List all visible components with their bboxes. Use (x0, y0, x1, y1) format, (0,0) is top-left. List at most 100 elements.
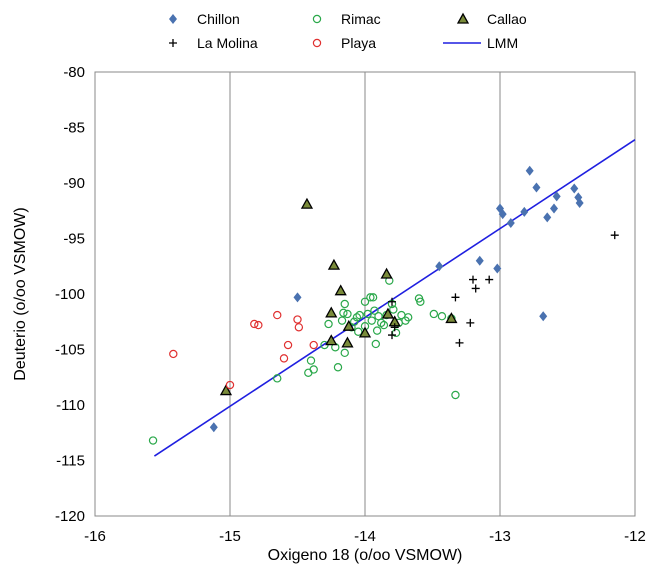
point-rimac (354, 327, 363, 336)
point-callao (219, 384, 233, 396)
point-playa (225, 380, 235, 390)
point-playa (254, 320, 263, 330)
point-chillon (498, 209, 507, 220)
y-tick-label: -100 (55, 286, 85, 303)
point-rimac (148, 436, 158, 445)
point-la-molina (390, 323, 399, 332)
point-callao (325, 306, 338, 318)
data-points-layer (148, 165, 619, 445)
point-callao (341, 336, 354, 348)
point-chillon (506, 217, 515, 228)
point-rimac (370, 306, 379, 315)
point-callao (334, 284, 347, 296)
y-tick-label: -90 (63, 175, 85, 192)
point-rimac (273, 374, 282, 383)
point-rimac (324, 319, 333, 329)
legend-label-playa: Playa (341, 35, 376, 51)
legend-label-la-molina: La Molina (197, 35, 258, 51)
point-la-molina (610, 231, 619, 240)
point-rimac (339, 308, 348, 318)
point-rimac (379, 320, 389, 330)
point-chillon (552, 191, 561, 202)
y-tick-labels: -80 -85 -90 -95 -100 -105 -110 -115 -120 (55, 64, 85, 525)
legend-marker-la-molina (169, 39, 177, 47)
point-chillon (475, 255, 484, 266)
point-rimac (355, 310, 364, 320)
point-rimac (337, 316, 347, 325)
point-rimac (306, 356, 316, 365)
point-rimac (304, 368, 313, 378)
point-chillon (550, 203, 558, 214)
point-callao (380, 267, 393, 279)
point-playa (283, 340, 293, 350)
point-rimac (343, 309, 352, 319)
x-tick-label: -16 (84, 528, 106, 545)
point-playa (309, 340, 318, 350)
point-playa (169, 349, 178, 359)
point-rimac (371, 339, 380, 349)
regression-line-layer (153, 139, 636, 457)
x-tick-label: -13 (489, 528, 511, 545)
point-playa (250, 319, 259, 329)
point-rimac (309, 365, 318, 374)
y-tick-label: -110 (56, 397, 85, 414)
point-rimac (360, 297, 370, 306)
y-tick-label: -80 (63, 64, 85, 81)
point-rimac (451, 390, 460, 400)
point-la-molina (455, 338, 464, 347)
legend-label-callao: Callao (487, 11, 527, 27)
legend-marker-callao (456, 12, 470, 24)
point-chillon (493, 263, 502, 274)
point-callao (445, 312, 458, 324)
point-rimac (350, 317, 359, 326)
x-axis-label: Oxigeno 18 (o/oo VSMOW) (268, 547, 463, 564)
y-tick-label: -115 (56, 453, 85, 470)
point-chillon (209, 422, 218, 433)
point-callao (381, 307, 395, 319)
legend-label-rimac: Rimac (341, 11, 381, 27)
legend-marker-rimac (312, 14, 322, 24)
point-playa (293, 315, 302, 324)
y-tick-label: -120 (55, 508, 85, 525)
point-rimac (368, 293, 378, 302)
point-chillon (575, 197, 584, 208)
point-rimac (377, 318, 386, 328)
point-rimac (437, 312, 447, 321)
point-callao (358, 326, 372, 338)
legend-marker-playa (312, 38, 322, 48)
point-la-molina (466, 318, 475, 327)
grid-lines (229, 72, 501, 516)
point-playa (279, 354, 289, 363)
point-callao (325, 334, 338, 346)
point-rimac (416, 297, 425, 306)
point-playa (294, 323, 304, 332)
point-chillon (570, 183, 579, 194)
point-rimac (352, 313, 362, 322)
point-la-molina (471, 284, 480, 293)
y-tick-label: -105 (55, 342, 85, 359)
point-callao (327, 258, 341, 270)
point-la-molina (485, 275, 494, 284)
point-rimac (389, 305, 398, 314)
point-chillon (525, 165, 534, 176)
legend-label-lmm: LMM (487, 35, 518, 51)
point-rimac (333, 363, 343, 372)
point-callao (300, 197, 314, 209)
point-la-molina (451, 293, 460, 302)
point-rimac (367, 316, 376, 325)
series-line-lmm (153, 139, 636, 457)
y-axis-label: Deuterio (o/oo VSMOW) (12, 207, 29, 380)
point-chillon (520, 206, 529, 217)
point-rimac (372, 326, 382, 335)
point-rimac (404, 313, 413, 322)
point-la-molina (388, 331, 396, 340)
point-chillon (539, 311, 548, 322)
point-playa (273, 310, 282, 320)
x-tick-labels: -16 -15 -14 -13 -12 (84, 528, 646, 545)
legend: Chillon Rimac Callao La Molina Playa LMM (169, 11, 527, 51)
x-tick-label: -15 (219, 528, 241, 545)
point-la-molina (388, 297, 396, 306)
legend-marker-chillon (169, 14, 177, 24)
y-tick-label: -95 (63, 231, 85, 248)
point-la-molina (469, 275, 477, 284)
